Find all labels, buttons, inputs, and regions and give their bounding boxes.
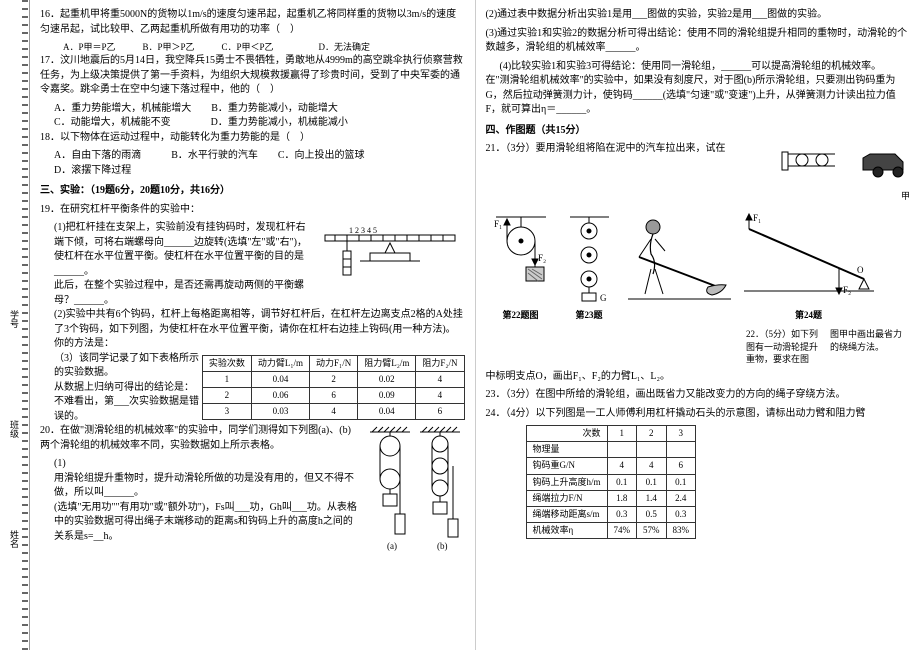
fig-22: F₁ F₂ 第22题图 xyxy=(486,209,556,323)
svg-text:O: O xyxy=(857,265,864,275)
right-column: (2)通过表中数据分析出实验1是用___图做的实验，实验2是用___图做的实验。… xyxy=(476,0,920,650)
margin-label-id: 学号 xyxy=(8,310,21,328)
th: 实验次数 xyxy=(202,355,251,371)
lever-svg: 1 2 3 4 5 xyxy=(315,223,465,283)
fig-23: G 第23题 xyxy=(562,209,617,323)
side-note-2: 22．（5分）如下列图有一动滑轮提升重物，要求在图 xyxy=(746,328,826,366)
q17: 17．汶川地震后的5月14日，我空降兵15勇士不畏牺牲，勇敢地从4999m的高空… xyxy=(40,54,465,98)
q19-2: (2)实验中共有6个钩码，杠杆上每格距离相等，调节好杠杆后，在杠杆左边离支点2格… xyxy=(40,308,465,352)
binding-margin: 学号 班级 姓名 xyxy=(0,0,30,650)
th: 阻力臂L₂/m xyxy=(358,355,416,371)
table-row: 绳端移动距离s/m0.30.50.3 xyxy=(526,506,696,522)
table-2: 次数 1 2 3 物理量 钩码重G/N446 钩码上升高度h/m0.10.10.… xyxy=(526,425,697,538)
th: 动力F₁/N xyxy=(310,355,358,371)
q23: 23．（3分）在图中所给的滑轮组，画出既省力又能改变力的方向的绳子穿绕方法。 xyxy=(486,388,911,403)
q18-opt-b: D．滚摆下降过程 xyxy=(40,164,465,179)
svg-text:G: G xyxy=(600,293,607,303)
table-row: 20.0660.094 xyxy=(202,387,464,403)
pulley-figures: (a) (b) xyxy=(365,424,465,560)
fig-24: O F₁ F₂ 第24题 xyxy=(739,209,879,323)
table-row: 机械效率η74%57%83% xyxy=(526,522,696,538)
fig23-svg: G xyxy=(562,209,617,304)
q17-opt-b: C．动能增大，机械能不变 D．重力势能减小，机械能减小 xyxy=(40,116,465,131)
svg-text:F₂: F₂ xyxy=(843,285,851,295)
table-row: 物理量 xyxy=(526,442,696,458)
r2: (2)通过表中数据分析出实验1是用___图做的实验，实验2是用___图做的实验。 xyxy=(486,8,911,23)
lever-figure: 1 2 3 4 5 xyxy=(315,223,465,289)
side-note-1: 图甲中画出最省力的绕绳方法。 xyxy=(830,328,910,353)
svg-text:F₁: F₁ xyxy=(494,219,502,229)
cap-24: 第24题 xyxy=(739,309,879,322)
figure-row: F₁ F₂ 第22题图 xyxy=(486,209,911,323)
margin-label-name: 姓名 xyxy=(8,530,21,548)
table-row: 10.0420.024 xyxy=(202,371,464,387)
table-row: 钩码上升高度h/m0.10.10.1 xyxy=(526,474,696,490)
table-row: 钩码重G/N446 xyxy=(526,458,696,474)
table-1: 实验次数 动力臂L₁/m 动力F₁/N 阻力臂L₂/m 阻力F₂/N 10.04… xyxy=(202,355,465,420)
q18: 18．以下物体在运动过程中，动能转化为重力势能的是（ ） xyxy=(40,131,465,146)
svg-text:F₁: F₁ xyxy=(753,213,761,223)
q22b: 中标明支点O，画出F₁、F₂的力臂L₁、L₂。 xyxy=(486,370,911,385)
worker-figure xyxy=(623,209,733,310)
cap-22: 第22题图 xyxy=(486,309,556,322)
r5: 在"测滑轮组机械效率"的实验中，如果没有刻度尺，对于图(b)所示滑轮组，只要测出… xyxy=(486,74,911,118)
margin-label-class: 班级 xyxy=(8,420,21,438)
cap-23: 第23题 xyxy=(562,309,617,322)
th: 动力臂L₁/m xyxy=(251,355,309,371)
table-1-wrap: 实验次数 动力臂L₁/m 动力F₁/N 阻力臂L₂/m 阻力F₂/N 10.04… xyxy=(202,352,465,423)
fig22-svg: F₁ F₂ xyxy=(486,209,556,304)
svg-text:F₂: F₂ xyxy=(538,253,546,263)
q16-opts: A．P甲＝P乙 B．P甲＞P乙 C．P甲＜P乙 D．无法确定 xyxy=(40,41,465,54)
car-pulley-figure: 甲 xyxy=(780,144,910,203)
q24: 24．（4分）以下列图是一工人师傅利用杠杆撬动石头的示意图，请标出动力臂和阻力臂 xyxy=(486,407,911,422)
q19: 19．在研究杠杆平衡条件的实验中： xyxy=(40,203,465,218)
q18-opt-a: A．自由下落的雨滴 B．水平行驶的汽车 C．向上投出的篮球 xyxy=(40,149,465,164)
table-row: 实验次数 动力臂L₁/m 动力F₁/N 阻力臂L₂/m 阻力F₂/N xyxy=(202,355,464,371)
pulley-svg: (a) (b) xyxy=(365,424,465,554)
car-icon xyxy=(780,144,910,184)
r3: (3)通过实验1和实验2的数据分析可得出结论：使用不同的滑轮组提升相同的重物时，… xyxy=(486,27,911,56)
section-4-heading: 四、作图题（共15分） xyxy=(486,124,911,139)
table-row: 30.0340.046 xyxy=(202,403,464,419)
svg-text:1 2 3 4 5: 1 2 3 4 5 xyxy=(349,226,377,235)
q16: 16．起重机甲将重5000N的货物以1m/s的速度匀速吊起，起重机乙将同样重的货… xyxy=(40,8,465,37)
columns: 16．起重机甲将重5000N的货物以1m/s的速度匀速吊起，起重机乙将同样重的货… xyxy=(30,0,920,650)
worker-icon xyxy=(623,209,733,304)
section-3-heading: 三、实验：（19题6分，20题10分，共16分） xyxy=(40,184,465,199)
th: 阻力F₂/N xyxy=(416,355,464,371)
table-row: 绳端拉力F/N1.81.42.4 xyxy=(526,490,696,506)
table-row: 次数 1 2 3 xyxy=(526,426,696,442)
q17-opt-a: A．重力势能增大，机械能增大 B．重力势能减小，动能增大 xyxy=(40,102,465,117)
fig24-svg: O F₁ F₂ xyxy=(739,209,879,304)
binding-zigzag xyxy=(22,0,28,650)
left-column: 16．起重机甲将重5000N的货物以1m/s的速度匀速吊起，起重机乙将同样重的货… xyxy=(30,0,476,650)
svg-text:(a): (a) xyxy=(387,541,397,551)
r4: (4)比较实验1和实验3可得结论：使用同一滑轮组，______可以提高滑轮组的机… xyxy=(486,60,911,75)
svg-text:(b): (b) xyxy=(437,541,448,551)
page: 学号 班级 姓名 16．起重机甲将重5000N的货物以1m/s的速度匀速吊起，起… xyxy=(0,0,920,650)
